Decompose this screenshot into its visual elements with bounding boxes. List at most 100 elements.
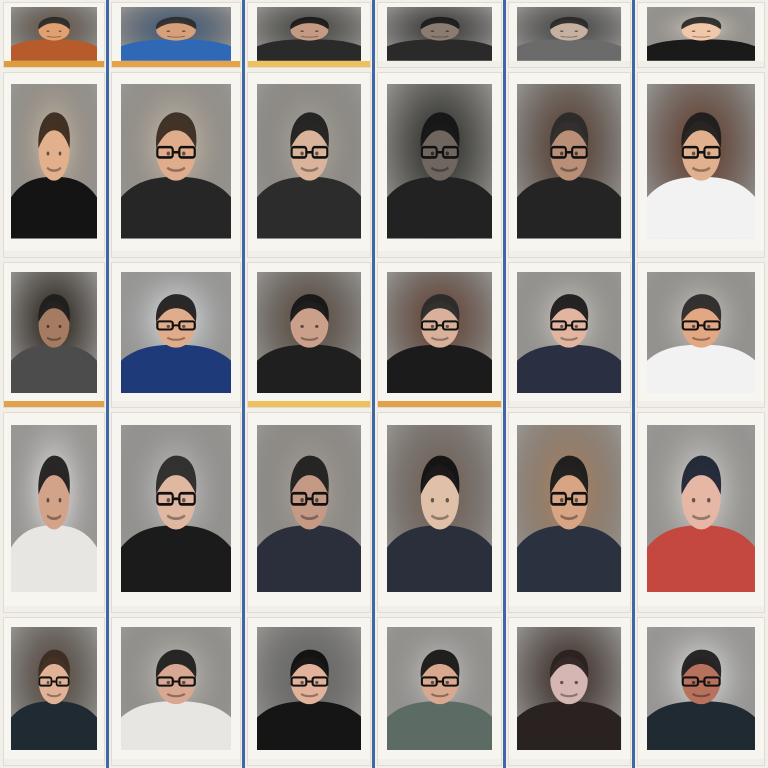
portrait-mouth <box>560 35 579 38</box>
portrait-hair <box>38 649 70 679</box>
photo-card-r2-c5 <box>509 73 630 257</box>
portrait-eye-right <box>58 151 62 156</box>
column-separator <box>503 0 506 768</box>
portrait-hair <box>681 293 722 323</box>
bottom-label-strip <box>378 759 501 765</box>
bottom-label-strip <box>378 61 501 67</box>
portrait-shoulders <box>256 525 362 593</box>
portrait-mouth <box>560 336 579 341</box>
portrait-mouth <box>46 35 62 38</box>
portrait-eye-right <box>181 497 186 503</box>
portrait-photo <box>11 6 97 61</box>
portrait-photo <box>517 271 622 393</box>
portrait-face <box>681 19 721 41</box>
portrait-mouth <box>430 692 449 698</box>
portrait-photo <box>120 6 232 61</box>
portrait-photo <box>517 424 622 593</box>
photo-card-r5-c5 <box>509 618 630 765</box>
portrait-eye-left <box>46 497 50 503</box>
portrait-photo <box>386 271 493 393</box>
portrait-shoulders <box>646 39 756 61</box>
portrait-hair <box>155 455 197 495</box>
bottom-label-strip <box>638 401 764 407</box>
portrait-eye-right <box>706 30 711 32</box>
portrait-hair <box>550 649 589 679</box>
portrait-hair <box>289 112 329 149</box>
portrait-shoulders <box>517 176 622 239</box>
photo-card-r2-c3 <box>248 73 370 257</box>
photo-card-r3-c4 <box>378 263 501 407</box>
portrait-hair <box>420 293 460 323</box>
portrait-eye-left <box>560 497 564 503</box>
portrait-shoulders <box>11 176 97 239</box>
portrait-eye-right <box>445 324 449 328</box>
portrait-hair <box>681 455 722 495</box>
portrait-hair <box>289 16 329 30</box>
portrait-eye-left <box>299 324 304 328</box>
portrait-eye-left <box>691 680 696 685</box>
portrait-mouth <box>46 166 62 172</box>
portrait-eye-right <box>181 324 186 328</box>
glasses-icon <box>156 145 196 159</box>
portrait-mouth <box>166 35 186 38</box>
portrait-eye-right <box>314 680 319 685</box>
glasses-icon <box>420 320 459 331</box>
portrait-eye-left <box>46 324 50 328</box>
photo-card-r4-c3 <box>248 413 370 612</box>
portrait-photo <box>11 626 97 751</box>
bottom-label-strip <box>509 251 630 257</box>
portrait-mouth <box>691 692 711 698</box>
portrait-mouth <box>430 166 449 172</box>
portrait-eye-right <box>314 30 319 32</box>
portrait-photo <box>256 626 362 751</box>
portrait-photo <box>120 271 232 393</box>
photo-card-r4-c6 <box>638 413 764 612</box>
glasses-icon <box>681 676 721 687</box>
bottom-label-strip <box>509 759 630 765</box>
portrait-mouth <box>691 514 711 521</box>
portrait-eye-left <box>560 151 564 156</box>
bottom-label-strip <box>4 61 104 67</box>
glasses-icon <box>550 145 589 159</box>
portrait-eye-left <box>560 680 564 685</box>
portrait-shoulders <box>517 700 622 751</box>
glasses-icon <box>290 491 328 506</box>
portrait-photo <box>256 6 362 61</box>
portrait-hair <box>681 16 722 30</box>
bottom-label-strip <box>4 606 104 612</box>
portrait-hair <box>155 16 197 30</box>
portrait-mouth <box>166 336 186 341</box>
portrait-photo <box>120 424 232 593</box>
photo-card-r5-c3 <box>248 618 370 765</box>
bottom-label-strip <box>248 61 370 67</box>
portrait-photo <box>646 84 756 239</box>
portrait-eye-left <box>691 497 696 503</box>
portrait-eye-left <box>166 680 171 685</box>
photo-card-r1-c3 <box>248 3 370 67</box>
bottom-label-strip <box>638 759 764 765</box>
portrait-eye-right <box>706 680 711 685</box>
portrait-eye-left <box>691 151 696 156</box>
photo-card-r3-c3 <box>248 263 370 407</box>
portrait-face <box>290 656 328 704</box>
portrait-mouth <box>299 336 319 341</box>
glasses-icon <box>681 145 721 159</box>
portrait-photo <box>256 84 362 239</box>
photo-card-r1-c5 <box>509 3 630 67</box>
portrait-face <box>681 465 721 530</box>
portrait-eye-right <box>445 497 449 503</box>
portrait-eye-left <box>299 497 304 503</box>
portrait-shoulders <box>120 700 232 751</box>
portrait-photo <box>256 271 362 393</box>
portrait-face <box>38 656 70 704</box>
portrait-face <box>156 656 196 704</box>
portrait-eye-left <box>166 30 171 32</box>
glasses-icon <box>420 676 459 687</box>
portrait-photo <box>386 84 493 239</box>
portrait-hair <box>681 112 722 149</box>
portrait-shoulders <box>386 39 493 61</box>
portrait-face <box>681 121 721 181</box>
portrait-face <box>420 656 459 704</box>
portrait-eye-right <box>575 680 579 685</box>
